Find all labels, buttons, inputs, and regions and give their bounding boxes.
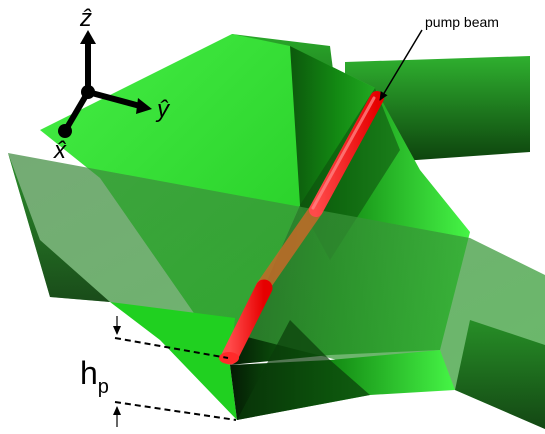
lower-left-face [110, 302, 237, 420]
hp-bottom-dashed-line [114, 401, 237, 421]
axes-triad: ẑ ŷ x̂ [53, 5, 171, 164]
hp-label: hp [80, 355, 109, 398]
pump-beam-arrow [379, 29, 423, 101]
pump-beam-hidden [255, 203, 323, 295]
pump-beam-label: pump beam [425, 14, 499, 30]
front-plane-right-lower [455, 320, 545, 429]
pump-beam-lower [221, 279, 273, 365]
x-axis-label: x̂ [53, 137, 67, 164]
pump-beam-end-cap [219, 352, 239, 364]
z-axis-arrowhead [80, 30, 96, 44]
pump-beam-upper-shine [311, 96, 376, 210]
x-axis-dot [58, 124, 72, 138]
lower-right-shade [237, 320, 370, 420]
front-plane-lower [8, 153, 110, 302]
origin-dot [81, 85, 95, 99]
pump-beam-upper [309, 91, 384, 217]
y-axis [87, 89, 141, 109]
y-axis-arrowhead [136, 98, 152, 114]
hp-top-dashed-line [114, 337, 229, 359]
z-axis-label: ẑ [79, 5, 92, 32]
y-axis-label: ŷ [155, 96, 171, 123]
